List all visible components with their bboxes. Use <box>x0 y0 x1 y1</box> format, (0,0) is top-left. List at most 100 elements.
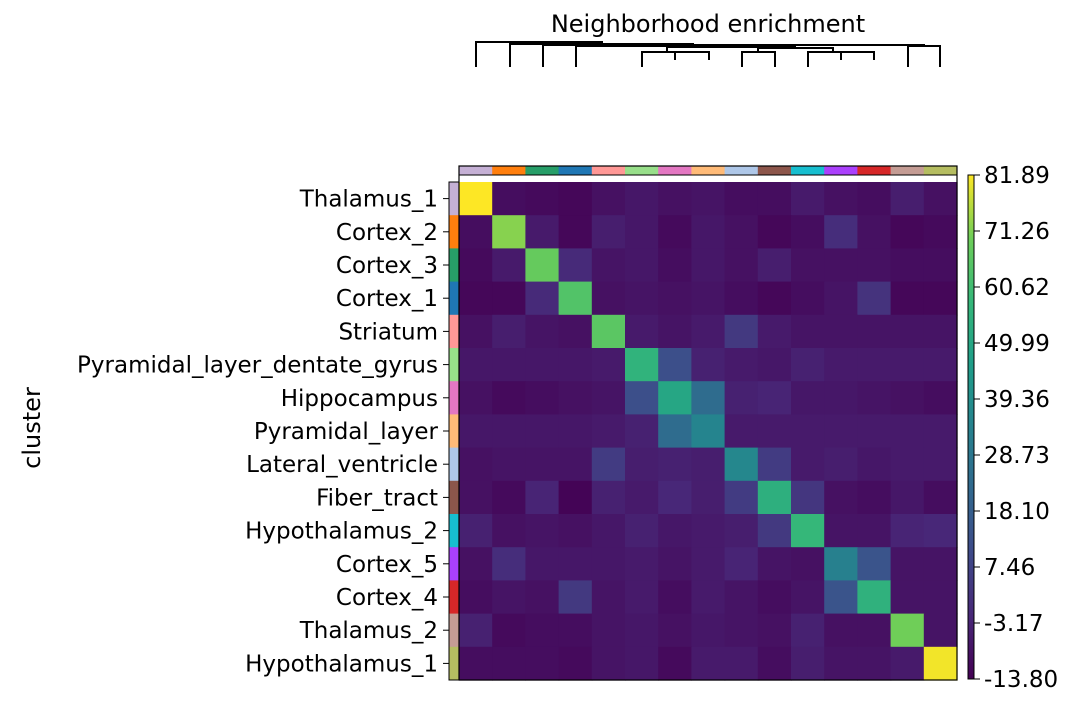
heatmap-cell <box>824 613 858 648</box>
heatmap-cell <box>625 248 659 283</box>
heatmap-cell <box>857 215 892 249</box>
heatmap-cell <box>658 281 692 316</box>
heatmap-cell <box>591 580 626 615</box>
heatmap-cell <box>791 480 825 515</box>
heatmap-cell <box>691 414 726 449</box>
heatmap-cell <box>492 646 526 681</box>
heatmap-cell <box>558 182 593 216</box>
heatmap-cell <box>857 314 892 349</box>
heatmap-cell <box>791 182 825 216</box>
row-label: Cortex_2 <box>336 220 438 246</box>
heatmap-cell <box>459 580 493 615</box>
heatmap-cell <box>757 281 792 316</box>
heatmap-cell <box>791 613 825 648</box>
heatmap-cell <box>890 613 925 648</box>
heatmap-cell <box>558 447 593 482</box>
row-color-swatch <box>449 646 459 681</box>
heatmap-cell <box>625 414 659 449</box>
heatmap-cell <box>691 314 726 349</box>
heatmap-cell <box>459 314 493 349</box>
heatmap-cell <box>791 580 825 615</box>
heatmap-cell <box>691 447 726 482</box>
heatmap-cell <box>658 547 692 581</box>
heatmap-cell <box>824 514 858 548</box>
column-color-swatch <box>791 166 825 175</box>
row-label: Cortex_1 <box>336 286 438 312</box>
colorbar-tick-label: 39.36 <box>984 387 1050 413</box>
heatmap-cell <box>591 547 626 581</box>
heatmap-cell <box>459 414 493 449</box>
row-color-swatch <box>449 281 459 316</box>
heatmap-cell <box>625 547 659 581</box>
heatmap-cell <box>923 314 958 349</box>
heatmap-cell <box>558 381 593 415</box>
heatmap-cell <box>558 646 593 681</box>
dendrogram-link <box>542 44 925 67</box>
heatmap-cell <box>459 215 493 249</box>
heatmap-cell <box>724 381 759 415</box>
heatmap-cell <box>757 613 792 648</box>
heatmap-cell <box>724 480 759 515</box>
heatmap-cell <box>625 381 659 415</box>
heatmap-frame <box>458 165 958 681</box>
column-color-swatch <box>724 166 759 175</box>
heatmap-cell <box>525 348 560 382</box>
heatmap-cell <box>857 281 892 316</box>
heatmap-cell <box>591 215 626 249</box>
heatmap-cell <box>525 182 560 216</box>
heatmap-cell <box>492 348 526 382</box>
heatmap-cell <box>824 381 858 415</box>
column-color-swatch <box>591 166 626 175</box>
heatmap-cell <box>791 381 825 415</box>
row-label: Lateral_ventricle <box>246 452 438 478</box>
heatmap-cell <box>658 182 692 216</box>
column-color-swatch <box>658 166 692 175</box>
heatmap-cell <box>658 613 692 648</box>
heatmap-cell <box>724 613 759 648</box>
heatmap-cell <box>923 381 958 415</box>
heatmap-cell <box>558 580 593 615</box>
column-color-swatch <box>890 166 925 175</box>
heatmap-cell <box>558 281 593 316</box>
column-color-swatch <box>857 166 892 175</box>
heatmap-cell <box>625 314 659 349</box>
row-color-swatch <box>449 381 459 415</box>
heatmap-cell <box>824 248 858 283</box>
heatmap-cell <box>724 547 759 581</box>
heatmap-cell <box>824 646 858 681</box>
heatmap-cell <box>923 580 958 615</box>
heatmap-cell <box>591 480 626 515</box>
heatmap-cell <box>757 480 792 515</box>
heatmap-cell <box>757 547 792 581</box>
heatmap-cell <box>459 547 493 581</box>
column-color-swatch <box>625 166 659 175</box>
heatmap-cell <box>824 215 858 249</box>
column-color-swatch <box>824 166 858 175</box>
heatmap-cell <box>691 182 726 216</box>
heatmap-cell <box>625 348 659 382</box>
row-color-swatch <box>449 348 459 382</box>
row-label: Thalamus_1 <box>299 187 438 213</box>
heatmap-cell <box>757 447 792 482</box>
colorbar-ticks: 81.89 71.26 60.62 49.99 39.36 28.73 18.10 7.46 -… <box>974 163 1058 693</box>
heatmap-cell <box>757 514 792 548</box>
heatmap-cell <box>691 580 726 615</box>
row-color-swatch <box>449 613 459 648</box>
heatmap-cell <box>857 580 892 615</box>
heatmap-cell <box>923 182 958 216</box>
heatmap-cell <box>459 281 493 316</box>
heatmap-cell <box>658 514 692 548</box>
heatmap-cell <box>890 414 925 449</box>
heatmap-cell <box>923 514 958 548</box>
heatmap-cell <box>691 215 726 249</box>
heatmap-cell <box>625 514 659 548</box>
heatmap-cell <box>857 414 892 449</box>
heatmap-cell <box>824 348 858 382</box>
heatmap-cell <box>857 613 892 648</box>
colorbar-tick-label: 49.99 <box>984 331 1050 357</box>
heatmap-cell <box>591 414 626 449</box>
heatmap-cell <box>558 215 593 249</box>
y-axis-label: cluster <box>18 387 46 469</box>
heatmap-cell <box>824 480 858 515</box>
heatmap-cell <box>724 348 759 382</box>
